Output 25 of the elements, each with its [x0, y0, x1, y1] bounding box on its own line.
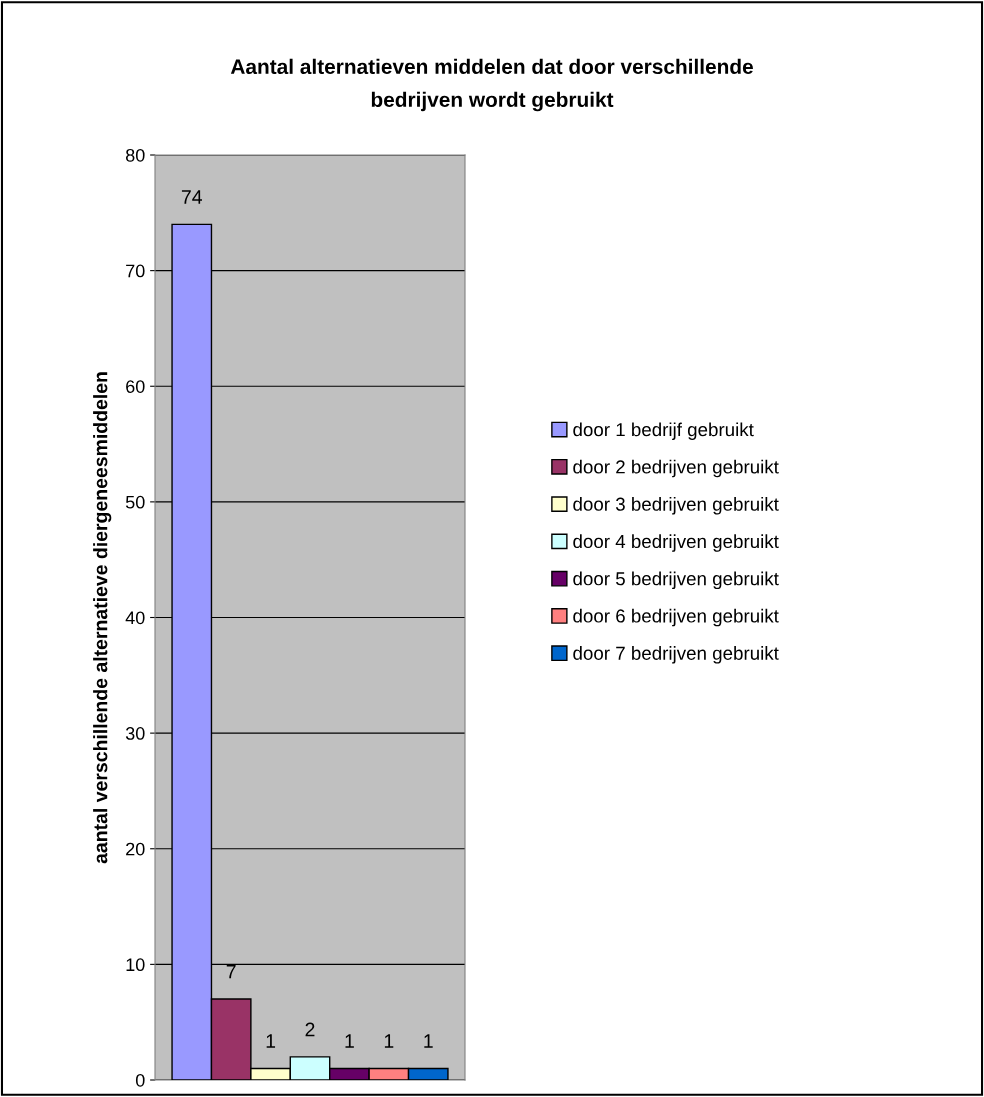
data-label: 1: [384, 1034, 394, 1048]
y-tick-label: 20: [126, 842, 145, 856]
legend-label: door 1 bedrijf gebruikt: [573, 422, 754, 440]
legend-label: door 6 bedrijven gebruikt: [573, 608, 779, 627]
legend-label: door 7 bedrijven gebruikt: [573, 646, 779, 664]
y-axis-title: aantal verschillende alternatieve diergeneesmiddelen: [93, 372, 112, 864]
data-label: 1: [424, 1034, 433, 1048]
data-label: 2: [305, 1022, 315, 1037]
y-tick-label: 50: [125, 495, 145, 509]
y-tick-label: 70: [126, 264, 145, 278]
legend-label: door 5 bedrijven gebruikt: [573, 571, 779, 590]
data-label: 1: [266, 1034, 276, 1048]
y-tick-label: 40: [125, 611, 145, 625]
y-tick-label: 10: [126, 958, 145, 972]
y-tick-label: 30: [125, 727, 145, 740]
y-tick-label: 0: [135, 1073, 145, 1087]
legend-label: door 3 bedrijven gebruikt: [573, 497, 779, 515]
chart-title: Aantal alternatieven middelen dat door verschillende bedrijven wordt gebruikt: [230, 58, 753, 112]
data-label: 1: [345, 1034, 354, 1048]
legend-label: door 2 bedrijven gebruikt: [573, 459, 779, 478]
y-tick-label: 80: [125, 148, 145, 162]
data-label: 74: [181, 190, 202, 204]
data-label: 7: [226, 964, 236, 979]
y-tick-label: 60: [126, 380, 145, 393]
legend-label: door 4 bedrijven gebruikt: [573, 534, 779, 552]
